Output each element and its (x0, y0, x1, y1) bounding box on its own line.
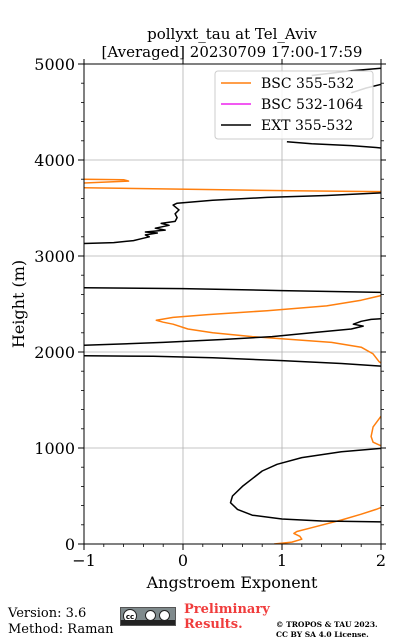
preliminary-notice: Preliminary Results. (184, 602, 270, 632)
series-line-ext-355-532 (84, 192, 381, 245)
y-tick-label: 2000 (34, 343, 75, 362)
y-tick-label: 3000 (34, 247, 75, 266)
series-line-ext-355-532 (84, 317, 381, 347)
series-line-bsc-355-532 (84, 187, 381, 193)
y-axis-label: Height (m) (9, 260, 28, 348)
series-line-bsc-355-532 (84, 178, 130, 184)
plot-frame (83, 63, 382, 545)
legend-box (214, 70, 374, 140)
x-tick-label: 0 (178, 551, 188, 570)
license-notice: © TROPOS & TAU 2023. CC BY SA 4.0 Licens… (276, 620, 378, 640)
x-axis-label: Angstroem Exponent (146, 573, 318, 592)
version-text: Version: 3.6 (8, 606, 87, 621)
x-tick-label: 2 (376, 551, 386, 570)
y-tick-label: 4000 (34, 151, 75, 170)
legend: BSC 355-532 BSC 532-1064 EXT 355-532 (214, 70, 374, 140)
x-tick-label: 1 (277, 551, 287, 570)
badge-bar (121, 620, 175, 625)
copyright-text: © TROPOS & TAU 2023. (276, 620, 378, 629)
x-tick-label: −1 (72, 551, 96, 570)
chart-title: pollyxt_tau at Tel_Aviv (147, 25, 317, 43)
y-tick-label: 1000 (34, 439, 75, 458)
cc-icon: cc (123, 609, 137, 623)
footer-info: Version: 3.6 Method: Raman (8, 606, 114, 638)
results-text: Results. (184, 617, 243, 632)
series-line-bsc-355-532 (274, 506, 381, 544)
series-line-ext-355-532 (286, 141, 381, 149)
legend-label: BSC 355-532 (261, 76, 354, 92)
series-layer (84, 67, 381, 544)
cc-license-badge: cc (120, 607, 176, 626)
y-tick-label: 0 (65, 535, 75, 554)
series-line-ext-355-532 (229, 447, 381, 523)
y-tick-label: 5000 (34, 55, 75, 74)
series-line-ext-355-532 (84, 355, 381, 367)
legend-label: BSC 532-1064 (261, 97, 363, 113)
series-line-ext-355-532 (84, 286, 381, 294)
license-text: CC BY SA 4.0 License. (276, 630, 369, 639)
series-line-bsc-355-532 (155, 294, 381, 364)
preliminary-text: Preliminary (184, 602, 270, 617)
legend-label: EXT 355-532 (261, 118, 353, 134)
series-line-bsc-355-532 (370, 414, 381, 447)
method-text: Method: Raman (8, 622, 114, 637)
chart-subtitle: [Averaged] 20230709 17:00-17:59 (102, 43, 363, 61)
